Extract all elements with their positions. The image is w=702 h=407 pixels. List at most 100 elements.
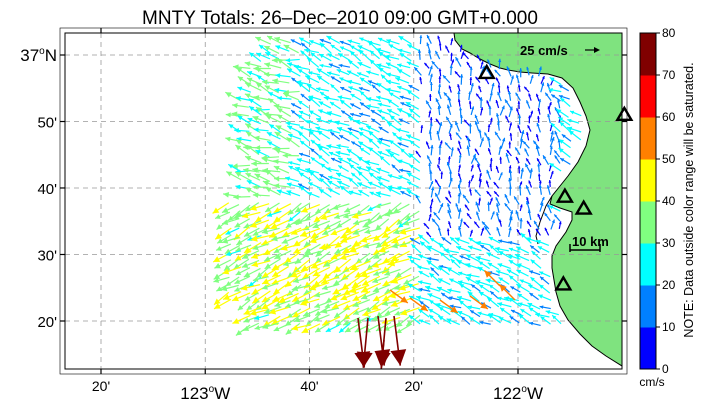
current-vector — [320, 212, 339, 221]
current-vector — [373, 250, 390, 260]
current-vector — [498, 283, 516, 301]
current-vector — [519, 204, 523, 212]
current-vector — [558, 138, 571, 149]
current-vector — [450, 258, 461, 269]
current-vector — [386, 98, 399, 108]
current-vector — [340, 291, 359, 301]
current-vector — [348, 86, 361, 92]
current-vector — [314, 290, 331, 298]
current-vector — [525, 200, 531, 212]
current-vector — [479, 320, 491, 325]
current-vector — [547, 106, 551, 115]
current-vector — [287, 202, 302, 216]
current-vector — [517, 124, 522, 134]
current-vector — [275, 45, 290, 52]
current-vector — [448, 190, 452, 198]
current-vector — [299, 140, 311, 150]
current-vector — [457, 193, 461, 204]
monterey-bay-shore — [535, 195, 553, 245]
current-vector — [536, 157, 542, 166]
current-vector — [326, 35, 341, 44]
current-vector — [225, 112, 242, 118]
current-vector — [505, 152, 510, 164]
current-vector — [352, 307, 370, 315]
current-vector — [406, 61, 419, 68]
current-vector — [550, 130, 554, 142]
current-vector — [439, 299, 459, 314]
current-vector — [444, 45, 450, 53]
current-vector — [429, 93, 432, 102]
current-vector — [456, 295, 472, 302]
current-vector — [234, 276, 250, 285]
current-vector — [490, 117, 493, 125]
current-vector — [395, 315, 412, 328]
current-vector — [347, 59, 360, 69]
current-vector — [424, 285, 440, 292]
current-vector — [425, 231, 432, 238]
current-vector — [449, 236, 460, 246]
current-vector — [280, 243, 301, 251]
radar-stations — [477, 63, 634, 291]
radar-station-marker — [477, 63, 496, 80]
current-vector — [356, 317, 373, 368]
current-vector — [326, 111, 342, 118]
current-vector — [466, 136, 471, 148]
current-vector — [418, 270, 430, 278]
current-vector — [274, 36, 291, 44]
current-vector — [544, 227, 550, 236]
current-vector — [366, 96, 382, 102]
current-vector — [276, 58, 292, 70]
current-vector — [371, 314, 389, 322]
current-vector — [406, 172, 421, 181]
current-vector — [455, 245, 471, 253]
current-vector — [518, 302, 531, 308]
current-vector — [366, 70, 380, 76]
current-vector — [338, 134, 350, 142]
current-vector — [319, 242, 341, 251]
current-vector — [377, 109, 391, 116]
current-vector — [241, 211, 261, 219]
current-vector — [354, 266, 372, 279]
current-vector — [557, 116, 571, 126]
current-vector — [537, 173, 541, 181]
current-vector — [446, 318, 460, 326]
current-vector — [397, 48, 411, 54]
lon-label: 122oW — [493, 384, 543, 403]
current-vector — [287, 125, 301, 133]
current-vector — [220, 284, 239, 292]
current-vector — [547, 113, 551, 124]
current-vector — [455, 132, 462, 140]
current-vector — [528, 93, 532, 101]
current-vector — [400, 307, 420, 316]
current-vector — [234, 284, 250, 292]
current-vector — [251, 251, 271, 260]
current-vector — [281, 235, 300, 244]
current-vector — [532, 140, 540, 149]
current-vector — [391, 242, 411, 249]
current-vector — [516, 269, 529, 277]
current-vector — [268, 227, 289, 238]
current-vector — [302, 308, 320, 317]
current-vector — [349, 112, 362, 118]
current-vector — [446, 266, 461, 276]
current-vector — [458, 140, 462, 149]
current-vector — [214, 211, 231, 220]
current-vector — [386, 39, 400, 45]
current-vector — [268, 306, 289, 315]
current-vector — [457, 310, 471, 318]
current-vector — [310, 52, 322, 62]
current-vector — [248, 98, 262, 108]
current-vector — [479, 244, 491, 252]
current-vector — [428, 110, 432, 118]
map-frame — [64, 32, 623, 370]
current-vector — [337, 95, 352, 100]
current-vector — [334, 244, 352, 255]
current-vector — [221, 236, 240, 244]
current-vector — [329, 101, 341, 110]
current-vector — [498, 58, 502, 70]
current-vector — [347, 39, 361, 45]
current-vector — [469, 309, 481, 318]
current-vector — [508, 106, 513, 118]
current-vector — [222, 291, 242, 301]
current-vector — [377, 102, 391, 108]
